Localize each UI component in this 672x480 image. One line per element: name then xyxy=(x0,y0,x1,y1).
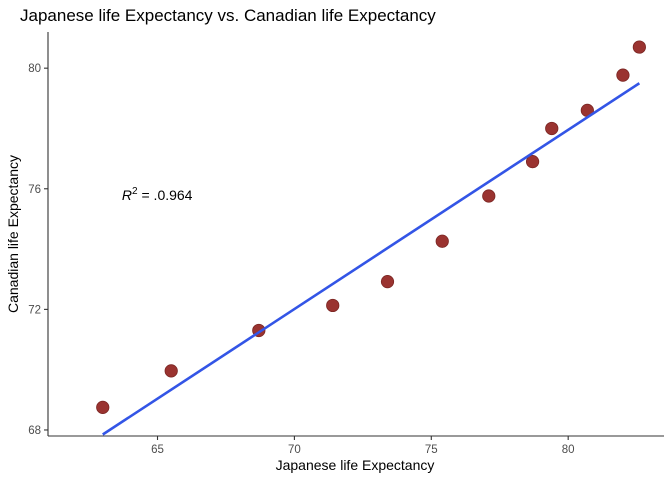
data-point xyxy=(164,364,178,378)
y-tick-label: 76 xyxy=(28,184,41,196)
x-tick-label: 80 xyxy=(562,444,575,456)
x-tick-label: 70 xyxy=(288,444,301,456)
x-tick-label: 65 xyxy=(151,444,164,456)
data-points xyxy=(96,40,646,414)
data-point xyxy=(482,189,496,203)
data-point xyxy=(632,40,646,54)
data-point xyxy=(616,68,630,82)
data-point xyxy=(545,121,559,136)
y-tick-label: 72 xyxy=(28,304,41,316)
y-axis-title: Canadian life Expectancy xyxy=(5,155,21,313)
data-point xyxy=(435,234,449,248)
annotation-superscript: 2 xyxy=(132,186,138,197)
regression-line xyxy=(102,82,641,436)
data-point xyxy=(96,400,110,414)
chart-title: Japanese life Expectancy vs. Canadian li… xyxy=(20,6,436,25)
y-tick-label: 68 xyxy=(28,425,41,437)
annotation-value: = .0.964 xyxy=(138,187,193,203)
x-axis-title: Japanese life Expectancy xyxy=(276,457,435,473)
x-tick-label: 75 xyxy=(425,444,438,456)
y-axis-ticks: 68 72 76 80 xyxy=(28,63,48,437)
plot-area: 65 70 75 80 68 72 76 80 xyxy=(28,32,664,456)
y-tick-label: 80 xyxy=(28,63,41,75)
x-axis-ticks: 65 70 75 80 xyxy=(151,436,575,456)
r-squared-annotation: R2 = .0.964 xyxy=(122,186,193,203)
annotation-prefix: R xyxy=(122,187,132,203)
data-point xyxy=(326,298,340,313)
data-point xyxy=(525,155,540,169)
data-point xyxy=(380,275,395,289)
